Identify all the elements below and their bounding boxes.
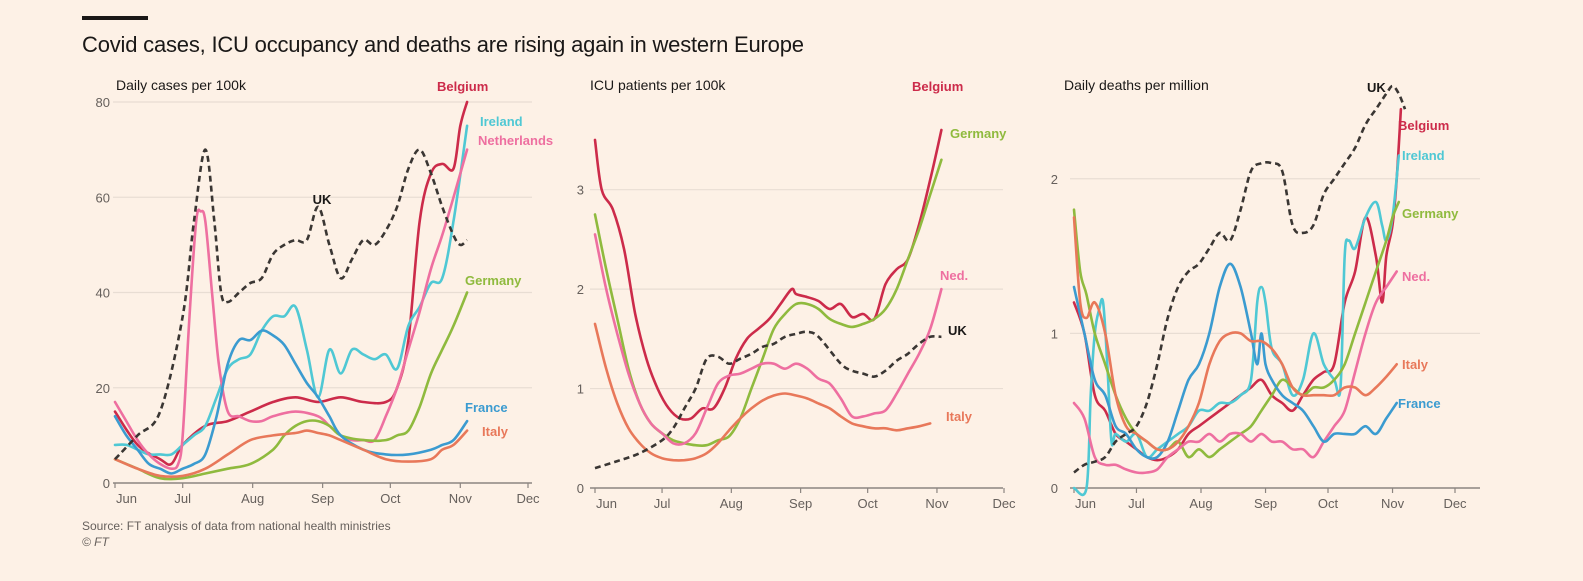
- y-tick-label: 2: [577, 282, 584, 297]
- series-line-germany: [1072, 200, 1401, 459]
- series-label-belgium: Belgium: [437, 79, 488, 94]
- series-line-italy: [1072, 216, 1398, 452]
- y-tick-label: 3: [577, 183, 584, 198]
- series-line-netherlands: [593, 233, 943, 446]
- y-tick-label: 2: [1051, 172, 1058, 187]
- series-line-uk: [1073, 84, 1407, 474]
- y-tick-label: 20: [96, 381, 110, 396]
- series-line-germany: [593, 158, 943, 448]
- x-tick-label: Sep: [789, 496, 812, 511]
- x-tick-label: Sep: [1254, 496, 1277, 511]
- y-tick-label: 80: [96, 95, 110, 110]
- series-line-belgium: [1072, 107, 1403, 462]
- series-line-belgium: [113, 100, 469, 466]
- x-tick-label: Oct: [858, 496, 879, 511]
- series-line-italy: [113, 429, 469, 479]
- series-label-france: France: [1398, 396, 1441, 411]
- series-label-belgium: Belgium: [912, 79, 963, 94]
- footer: Source: FT analysis of data from nationa…: [82, 518, 391, 550]
- title-accent-bar: [82, 16, 148, 20]
- x-tick-label: Jul: [654, 496, 671, 511]
- chart-panel-2: ICU patients per 100k 0 1 2 3 Jun Jul Aug Sep Oct…: [577, 77, 1016, 511]
- series-label-italy: Italy: [482, 424, 509, 439]
- y-tick-label: 1: [1051, 326, 1058, 341]
- series-label-germany: Germany: [465, 273, 522, 288]
- series-label-uk: UK: [948, 323, 967, 338]
- x-tick-label: Jul: [174, 491, 191, 506]
- series-label-france: France: [465, 400, 508, 415]
- series-label-germany: Germany: [1402, 206, 1459, 221]
- series-line-france: [1072, 262, 1398, 460]
- x-tick-label: Jun: [116, 491, 137, 506]
- series-label-uk: UK: [1367, 80, 1386, 95]
- series-line-germany: [113, 291, 469, 481]
- series-line-netherlands: [113, 148, 469, 471]
- x-tick-label: Jun: [1075, 496, 1096, 511]
- x-tick-label: Nov: [925, 496, 949, 511]
- series-line-uk: [114, 148, 468, 461]
- series-label-germany: Germany: [950, 126, 1007, 141]
- y-tick-label: 0: [1051, 481, 1058, 496]
- y-tick-label: 0: [577, 481, 584, 496]
- series-label-netherlands: Netherlands: [478, 133, 553, 148]
- x-tick-label: Sep: [311, 491, 334, 506]
- series-label-netherlands: Ned.: [940, 268, 968, 283]
- chart-panel-1: Daily cases per 100k 0 20 40 60 80 Jun Jul Aug Se…: [96, 77, 554, 506]
- series-label-ireland: Ireland: [1402, 148, 1445, 163]
- x-tick-label: Jul: [1128, 496, 1145, 511]
- y-tick-label: 40: [96, 286, 110, 301]
- x-tick-label: Dec: [1443, 496, 1467, 511]
- series-label-netherlands: Ned.: [1402, 269, 1430, 284]
- chart-title: Daily cases per 100k: [116, 77, 247, 93]
- x-tick-label: Nov: [449, 491, 473, 506]
- series-label-italy: Italy: [946, 409, 973, 424]
- y-tick-label: 1: [577, 382, 584, 397]
- series-line-uk: [594, 330, 942, 470]
- x-tick-label: Oct: [380, 491, 401, 506]
- series-label-uk: UK: [313, 192, 332, 207]
- chart-panel-3: Daily deaths per million 0 1 2 Jun Jul Aug Sep O…: [1051, 77, 1480, 511]
- series-label-ireland: Ireland: [480, 114, 523, 129]
- x-tick-label: Aug: [241, 491, 264, 506]
- series-label-belgium: Belgium: [1398, 118, 1449, 133]
- x-tick-label: Aug: [1189, 496, 1212, 511]
- series-line-france: [113, 329, 469, 475]
- x-tick-label: Aug: [720, 496, 743, 511]
- y-tick-label: 0: [103, 476, 110, 491]
- x-tick-label: Dec: [992, 496, 1016, 511]
- x-tick-label: Oct: [1318, 496, 1339, 511]
- copyright: © FT: [82, 535, 109, 549]
- series-line-netherlands: [1072, 270, 1398, 475]
- series-line-italy: [593, 322, 932, 462]
- source-note: Source: FT analysis of data from nationa…: [82, 519, 391, 533]
- series-line-ireland: [113, 124, 469, 457]
- x-tick-label: Dec: [516, 491, 540, 506]
- series-line-belgium: [593, 128, 943, 421]
- y-tick-label: 60: [96, 190, 110, 205]
- series-label-italy: Italy: [1402, 357, 1429, 372]
- x-tick-label: Jun: [596, 496, 617, 511]
- page-title: Covid cases, ICU occupancy and deaths ar…: [82, 32, 804, 57]
- x-tick-label: Nov: [1381, 496, 1405, 511]
- series-line-ireland: [1072, 154, 1401, 497]
- chart-title: ICU patients per 100k: [590, 77, 726, 93]
- chart-title: Daily deaths per million: [1064, 77, 1209, 93]
